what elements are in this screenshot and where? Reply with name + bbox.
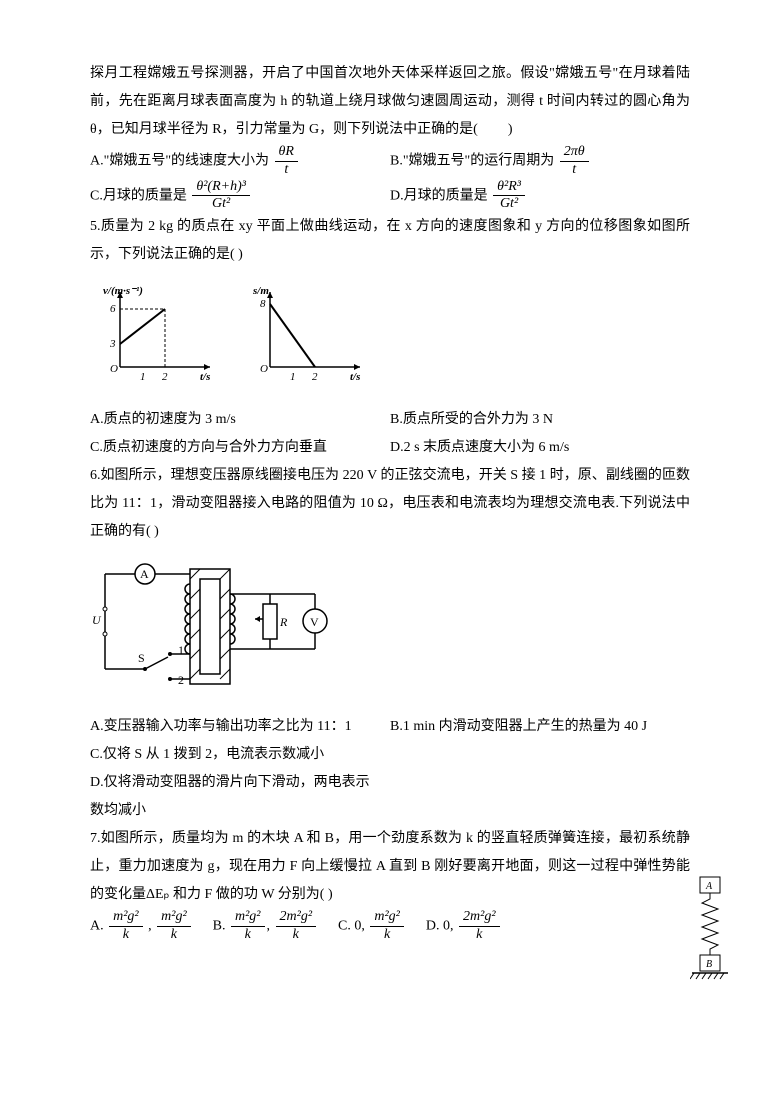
q6-circuit: A U S 1 2: [90, 554, 690, 705]
q5-charts: v/(m·s⁻¹) t/s O 3 6 1 2 s/m t/s O 8 1 2: [90, 277, 690, 398]
q5-chart-svg: v/(m·s⁻¹) t/s O 3 6 1 2 s/m t/s O 8 1 2: [90, 277, 390, 387]
q4-c-pre: C.月球的质量是: [90, 188, 187, 203]
q4-a-pre: A."嫦娥五号"的线速度大小为: [90, 154, 269, 169]
q4-intro-text: 探月工程嫦娥五号探测器，开启了中国首次地外天体采样返回之旅。假设"嫦娥五号"在月…: [90, 66, 690, 137]
q4-c-den: Gt²: [192, 196, 250, 213]
q6-option-c: C.仅将 S 从 1 拨到 2，电流表示数减小: [90, 741, 378, 769]
q4-a-den: t: [275, 162, 298, 179]
q4-b-num: 2πθ: [560, 144, 589, 162]
q4-b-den: t: [560, 162, 589, 179]
q5-option-b: B.质点所受的合外力为 3 N: [390, 406, 678, 434]
q7-option-c: C. 0, m²g²k: [338, 909, 406, 944]
q4-option-a: A."嫦娥五号"的线速度大小为 θRt: [90, 144, 378, 179]
q4-a-num: θR: [275, 144, 298, 162]
q6-circuit-svg: A U S 1 2: [90, 554, 350, 694]
svg-text:S: S: [138, 651, 145, 665]
svg-text:t/s: t/s: [350, 371, 360, 383]
q7-option-a: A. m²g²k , m²g²k: [90, 909, 193, 944]
q4-option-c: C.月球的质量是 θ²(R+h)³Gt²: [90, 179, 378, 214]
q4-d-pre: D.月球的质量是: [390, 188, 488, 203]
q6-text: 6.如图所示，理想变压器原线圈接电压为 220 V 的正弦交流电，开关 S 接 …: [90, 462, 690, 546]
q4-b-pre: B."嫦娥五号"的运行周期为: [390, 154, 554, 169]
svg-text:B: B: [706, 959, 712, 970]
q7-text: 7.如图所示，质量均为 m 的木块 A 和 B，用一个劲度系数为 k 的竖直轻质…: [90, 825, 690, 909]
q7-option-b: B. m²g²k, 2m²g²k: [213, 909, 318, 944]
svg-text:U: U: [92, 613, 102, 627]
svg-text:8: 8: [260, 298, 266, 310]
svg-text:2: 2: [178, 673, 184, 687]
svg-text:1: 1: [140, 371, 146, 383]
q7-option-d: D. 0, 2m²g²k: [426, 909, 502, 944]
q6-option-b: B.1 min 内滑动变阻器上产生的热量为 40 J: [390, 713, 678, 741]
svg-text:1: 1: [178, 643, 184, 657]
svg-text:O: O: [260, 363, 268, 375]
svg-text:v/(m·s⁻¹): v/(m·s⁻¹): [103, 285, 143, 297]
q6-option-a: A.变压器输入功率与输出功率之比为 11：1: [90, 713, 378, 741]
q5-option-d: D.2 s 末质点速度大小为 6 m/s: [390, 434, 678, 462]
q4-d-den: Gt²: [493, 196, 525, 213]
svg-text:A: A: [140, 567, 149, 581]
svg-text:2: 2: [162, 371, 168, 383]
svg-text:V: V: [310, 615, 319, 629]
svg-text:2: 2: [312, 371, 318, 383]
q4-close: ): [508, 122, 513, 137]
svg-text:A: A: [705, 881, 713, 892]
q6-option-d: D.仅将滑动变阻器的滑片向下滑动，两电表示数均减小: [90, 769, 378, 825]
q5-option-c: C.质点初速度的方向与合外力方向垂直: [90, 434, 378, 462]
q4-c-num: θ²(R+h)³: [192, 179, 250, 197]
svg-text:3: 3: [109, 338, 116, 350]
q4-intro: 探月工程嫦娥五号探测器，开启了中国首次地外天体采样返回之旅。假设"嫦娥五号"在月…: [90, 60, 690, 144]
svg-text:R: R: [279, 615, 288, 629]
q4-d-num: θ²R³: [493, 179, 525, 197]
svg-text:t/s: t/s: [200, 371, 210, 383]
svg-text:1: 1: [290, 371, 296, 383]
q7-figure: A B: [690, 875, 730, 996]
svg-text:O: O: [110, 363, 118, 375]
svg-text:s/m: s/m: [252, 285, 269, 297]
svg-text:6: 6: [110, 303, 116, 315]
q4-option-b: B."嫦娥五号"的运行周期为 2πθt: [390, 144, 678, 179]
q5-option-a: A.质点的初速度为 3 m/s: [90, 406, 378, 434]
q5-text: 5.质量为 2 kg 的质点在 xy 平面上做曲线运动，在 x 方向的速度图象和…: [90, 213, 690, 269]
q4-option-d: D.月球的质量是 θ²R³Gt²: [390, 179, 678, 214]
